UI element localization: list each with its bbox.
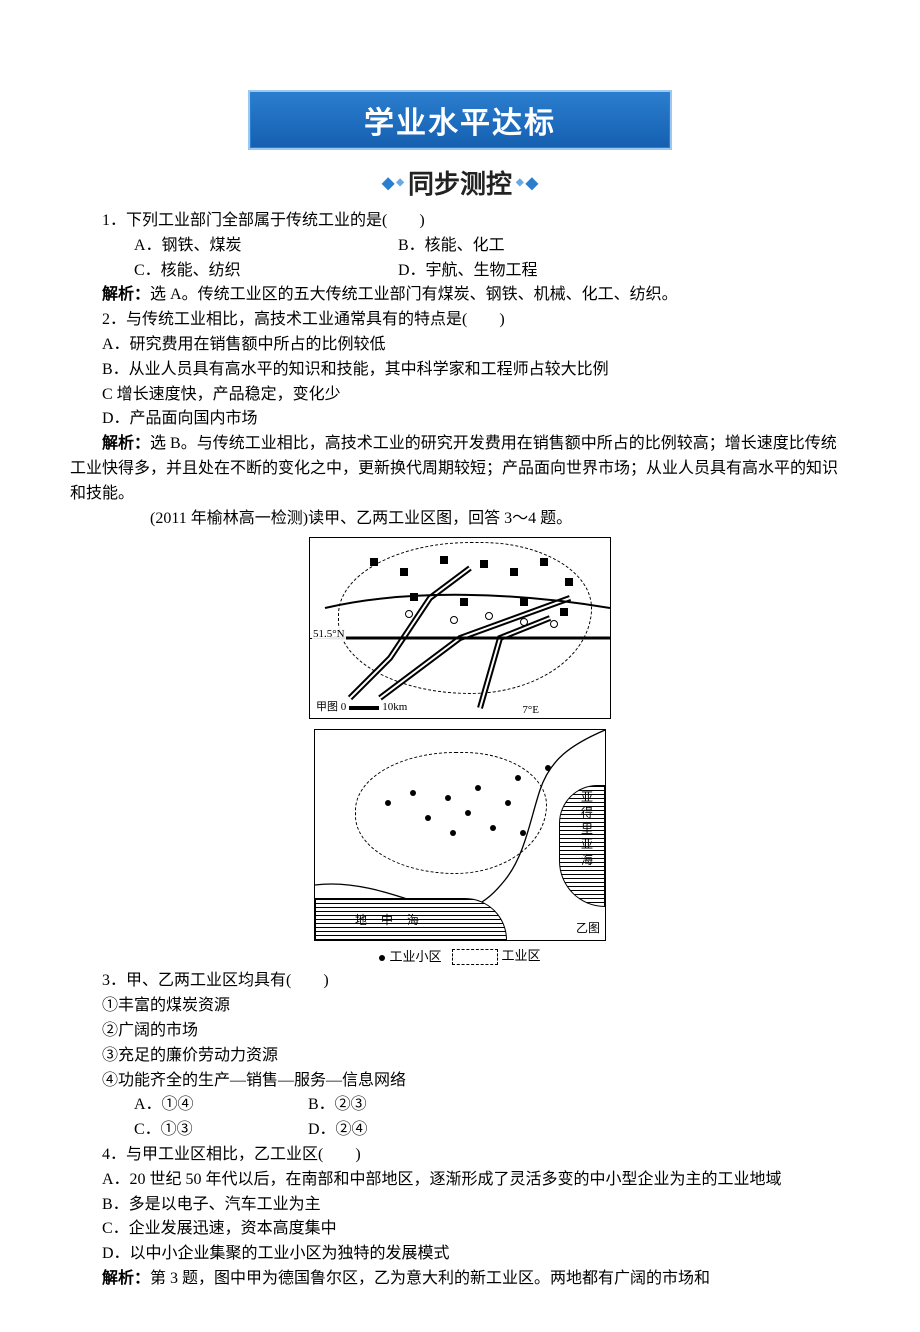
map1-city xyxy=(440,556,448,564)
q2-D: D．产品面向国内市场 xyxy=(70,407,850,432)
q4-analysis-label: 解析： xyxy=(102,1270,150,1287)
q1-stem: 1．下列工业部门全部属于传统工业的是( ) xyxy=(70,209,850,234)
figure-intro: (2011 年榆林高一检测)读甲、乙两工业区图，回答 3～4 题。 xyxy=(70,507,850,532)
q3-C: C．①③ xyxy=(102,1118,272,1143)
q1-B: B．核能、化工 xyxy=(366,234,505,259)
map1-city xyxy=(480,560,488,568)
q1-A: A．钢铁、煤炭 xyxy=(102,234,362,259)
q1-row1: A．钢铁、煤炭 B．核能、化工 xyxy=(70,234,850,259)
adri-l5: 海 xyxy=(581,853,593,869)
map1-city xyxy=(540,558,548,566)
map1-scale-10: 10km xyxy=(382,701,407,713)
legend-dot-icon xyxy=(379,955,385,961)
q1-analysis-text: 选 A。传统工业区的五大传统工业部门有煤炭、钢铁、机械、化工、纺织。 xyxy=(150,286,678,303)
q3-row1: A．①④ B．②③ xyxy=(70,1093,850,1118)
adri-l3: 里 xyxy=(581,822,593,838)
sub-banner-label: 同步测控 xyxy=(408,164,512,201)
q4-C: C．企业发展迅速，资本高度集中 xyxy=(70,1217,850,1242)
q3-i2: ②广阔的市场 xyxy=(70,1019,850,1044)
map1-city xyxy=(400,568,408,576)
map1-city xyxy=(560,608,568,616)
map2-caption: 乙图 xyxy=(575,919,601,936)
adri-l2: 得 xyxy=(581,806,593,822)
map1-caption: 甲图 xyxy=(316,701,338,713)
figure-legend: 工业小区 工业区 xyxy=(379,945,540,965)
q2-analysis-text: 选 B。与传统工业相比，高技术工业的研究开发费用在销售额中所占的比例较高；增长速… xyxy=(70,435,838,502)
legend-a: 工业小区 xyxy=(389,949,441,964)
q1-analysis-label: 解析： xyxy=(102,286,150,303)
map1-scale-0: 0 xyxy=(341,701,347,713)
q3-i3: ③充足的廉价劳动力资源 xyxy=(70,1044,850,1069)
map-yi: 地 中 海 亚 得 里 亚 海 乙图 xyxy=(314,729,606,941)
q3-i1: ①丰富的煤炭资源 xyxy=(70,994,850,1019)
q2-C: C 增长速度快，产品稳定，变化少 xyxy=(70,383,850,408)
q4-analysis: 解析：第 3 题，图中甲为德国鲁尔区，乙为意大利的新工业区。两地都有广阔的市场和 xyxy=(70,1267,850,1292)
map1-lines-icon xyxy=(310,538,610,718)
q2-stem: 2．与传统工业相比，高技术工业通常具有的特点是( ) xyxy=(70,308,850,333)
q4-stem: 4．与甲工业区相比，乙工业区( ) xyxy=(70,1143,850,1168)
map1-city xyxy=(565,578,573,586)
q4-D: D．以中小企业集聚的工业小区为独特的发展模式 xyxy=(70,1242,850,1267)
map2-sea-med-label: 地 中 海 xyxy=(355,911,420,928)
figure-block: 51.5°N 7°E 甲图 0 10km xyxy=(70,537,850,965)
map1-scale: 甲图 0 10km xyxy=(316,698,407,714)
map1-city xyxy=(520,598,528,606)
sub-banner: ◆◆ 同步测控 ◆◆ xyxy=(70,164,850,201)
map1-lon-label: 7°E xyxy=(521,704,540,716)
legend-dash-icon xyxy=(452,949,498,965)
q3-B: B．②③ xyxy=(276,1093,367,1118)
q1-D: D．宇航、生物工程 xyxy=(366,259,538,284)
q2-A: A．研究费用在销售额中所占的比例较低 xyxy=(70,333,850,358)
adri-l4: 亚 xyxy=(581,837,593,853)
map1-city xyxy=(510,568,518,576)
legend-b: 工业区 xyxy=(502,948,541,963)
map1-city xyxy=(410,593,418,601)
left-diamond-icon: ◆◆ xyxy=(382,173,404,193)
map1-city xyxy=(370,558,378,566)
right-diamond-icon: ◆◆ xyxy=(516,173,538,193)
map1-lat-line xyxy=(310,638,610,639)
title-banner: 学业水平达标 xyxy=(248,90,672,150)
q1-C: C．核能、纺织 xyxy=(102,259,362,284)
q4-analysis-text: 第 3 题，图中甲为德国鲁尔区，乙为意大利的新工业区。两地都有广阔的市场和 xyxy=(150,1270,710,1287)
adri-l1: 亚 xyxy=(581,790,593,806)
q3-i4: ④功能齐全的生产—销售—服务—信息网络 xyxy=(70,1069,850,1094)
map1-city xyxy=(460,598,468,606)
map2-sea-adri-label: 亚 得 里 亚 海 xyxy=(581,790,593,868)
q3-stem: 3．甲、乙两工业区均具有( ) xyxy=(70,969,850,994)
q4-B: B．多是以电子、汽车工业为主 xyxy=(70,1193,850,1218)
q2-analysis-label: 解析： xyxy=(102,435,150,452)
map1-lat-label: 51.5°N xyxy=(312,628,346,640)
q3-D: D．②④ xyxy=(276,1118,368,1143)
q1-row2: C．核能、纺织 D．宇航、生物工程 xyxy=(70,259,850,284)
q3-row2: C．①③ D．②④ xyxy=(70,1118,850,1143)
q1-analysis: 解析：选 A。传统工业区的五大传统工业部门有煤炭、钢铁、机械、化工、纺织。 xyxy=(70,283,850,308)
q2-B: B．从业人员具有高水平的知识和技能，其中科学家和工程师占较大比例 xyxy=(70,358,850,383)
map-jia: 51.5°N 7°E 甲图 0 10km xyxy=(309,537,611,719)
q3-A: A．①④ xyxy=(102,1093,272,1118)
q4-A: A．20 世纪 50 年代以后，在南部和中部地区，逐渐形成了灵活多变的中小型企业… xyxy=(70,1168,850,1193)
page: 学业水平达标 ◆◆ 同步测控 ◆◆ 1．下列工业部门全部属于传统工业的是( ) … xyxy=(0,0,920,1332)
q2-analysis: 解析：选 B。与传统工业相比，高技术工业的研究开发费用在销售额中所占的比例较高；… xyxy=(70,432,850,506)
